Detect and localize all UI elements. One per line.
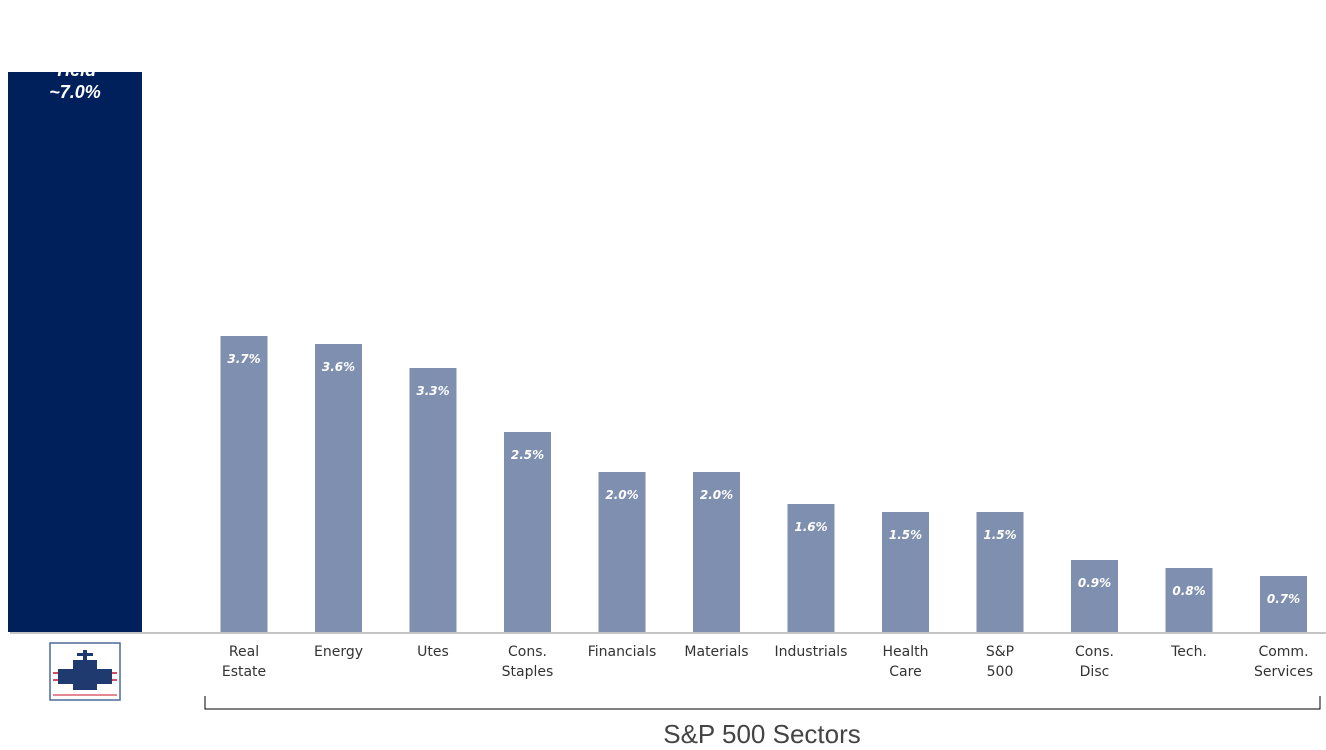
category-label: Cons.	[508, 644, 547, 660]
category-label: Disc	[1080, 664, 1110, 680]
pipeline-valve-icon	[49, 642, 121, 701]
data-label: 0.7%	[1267, 592, 1300, 606]
data-label: 2.0%	[605, 488, 638, 502]
category-label: S&P	[986, 644, 1014, 660]
category-label: Estate	[222, 664, 266, 680]
bar	[693, 472, 740, 632]
category-label: Materials	[684, 644, 748, 660]
bars-group	[8, 72, 1307, 632]
data-label: 0.8%	[1172, 584, 1205, 598]
category-label: Energy	[314, 644, 363, 660]
bar	[409, 368, 457, 632]
data-label: 0.9%	[1078, 576, 1111, 590]
category-label: Cons.	[1075, 644, 1114, 660]
category-label: Real	[229, 644, 259, 660]
bar	[315, 344, 362, 632]
data-label: 2.0%	[700, 488, 733, 502]
bar	[504, 432, 551, 632]
x-axis-label: S&P 500 Sectors	[663, 719, 861, 749]
bar	[1165, 568, 1213, 632]
bar	[1260, 576, 1307, 632]
category-label: Services	[1254, 664, 1313, 680]
sector-bracket	[204, 696, 1321, 710]
highlight-label-line: Distribution	[25, 38, 126, 58]
category-label: Utes	[417, 644, 449, 660]
data-label: 1.6%	[794, 520, 827, 534]
category-label: Comm.	[1258, 644, 1308, 660]
highlight-bar	[8, 72, 142, 632]
category-label: Staples	[502, 664, 554, 680]
category-label: Industrials	[775, 644, 848, 660]
data-label: 1.5%	[889, 528, 922, 542]
data-label: 2.5%	[511, 448, 544, 462]
bar	[598, 472, 646, 632]
highlight-label-line: Yield	[54, 60, 97, 80]
bar	[787, 504, 835, 632]
bar	[1071, 560, 1118, 632]
bar	[882, 512, 929, 632]
data-label: 3.6%	[322, 360, 355, 374]
category-label: Health	[883, 644, 929, 660]
category-label: Financials	[588, 644, 657, 660]
category-label: 500	[987, 664, 1014, 680]
bar	[976, 512, 1024, 632]
data-label: 3.3%	[416, 384, 449, 398]
category-label: Care	[889, 664, 921, 680]
highlight-label-line: ~7.0%	[49, 82, 101, 102]
category-label: Tech.	[1170, 644, 1207, 660]
data-label: 3.7%	[227, 352, 260, 366]
data-label: 1.5%	[983, 528, 1016, 542]
bar	[220, 336, 268, 632]
